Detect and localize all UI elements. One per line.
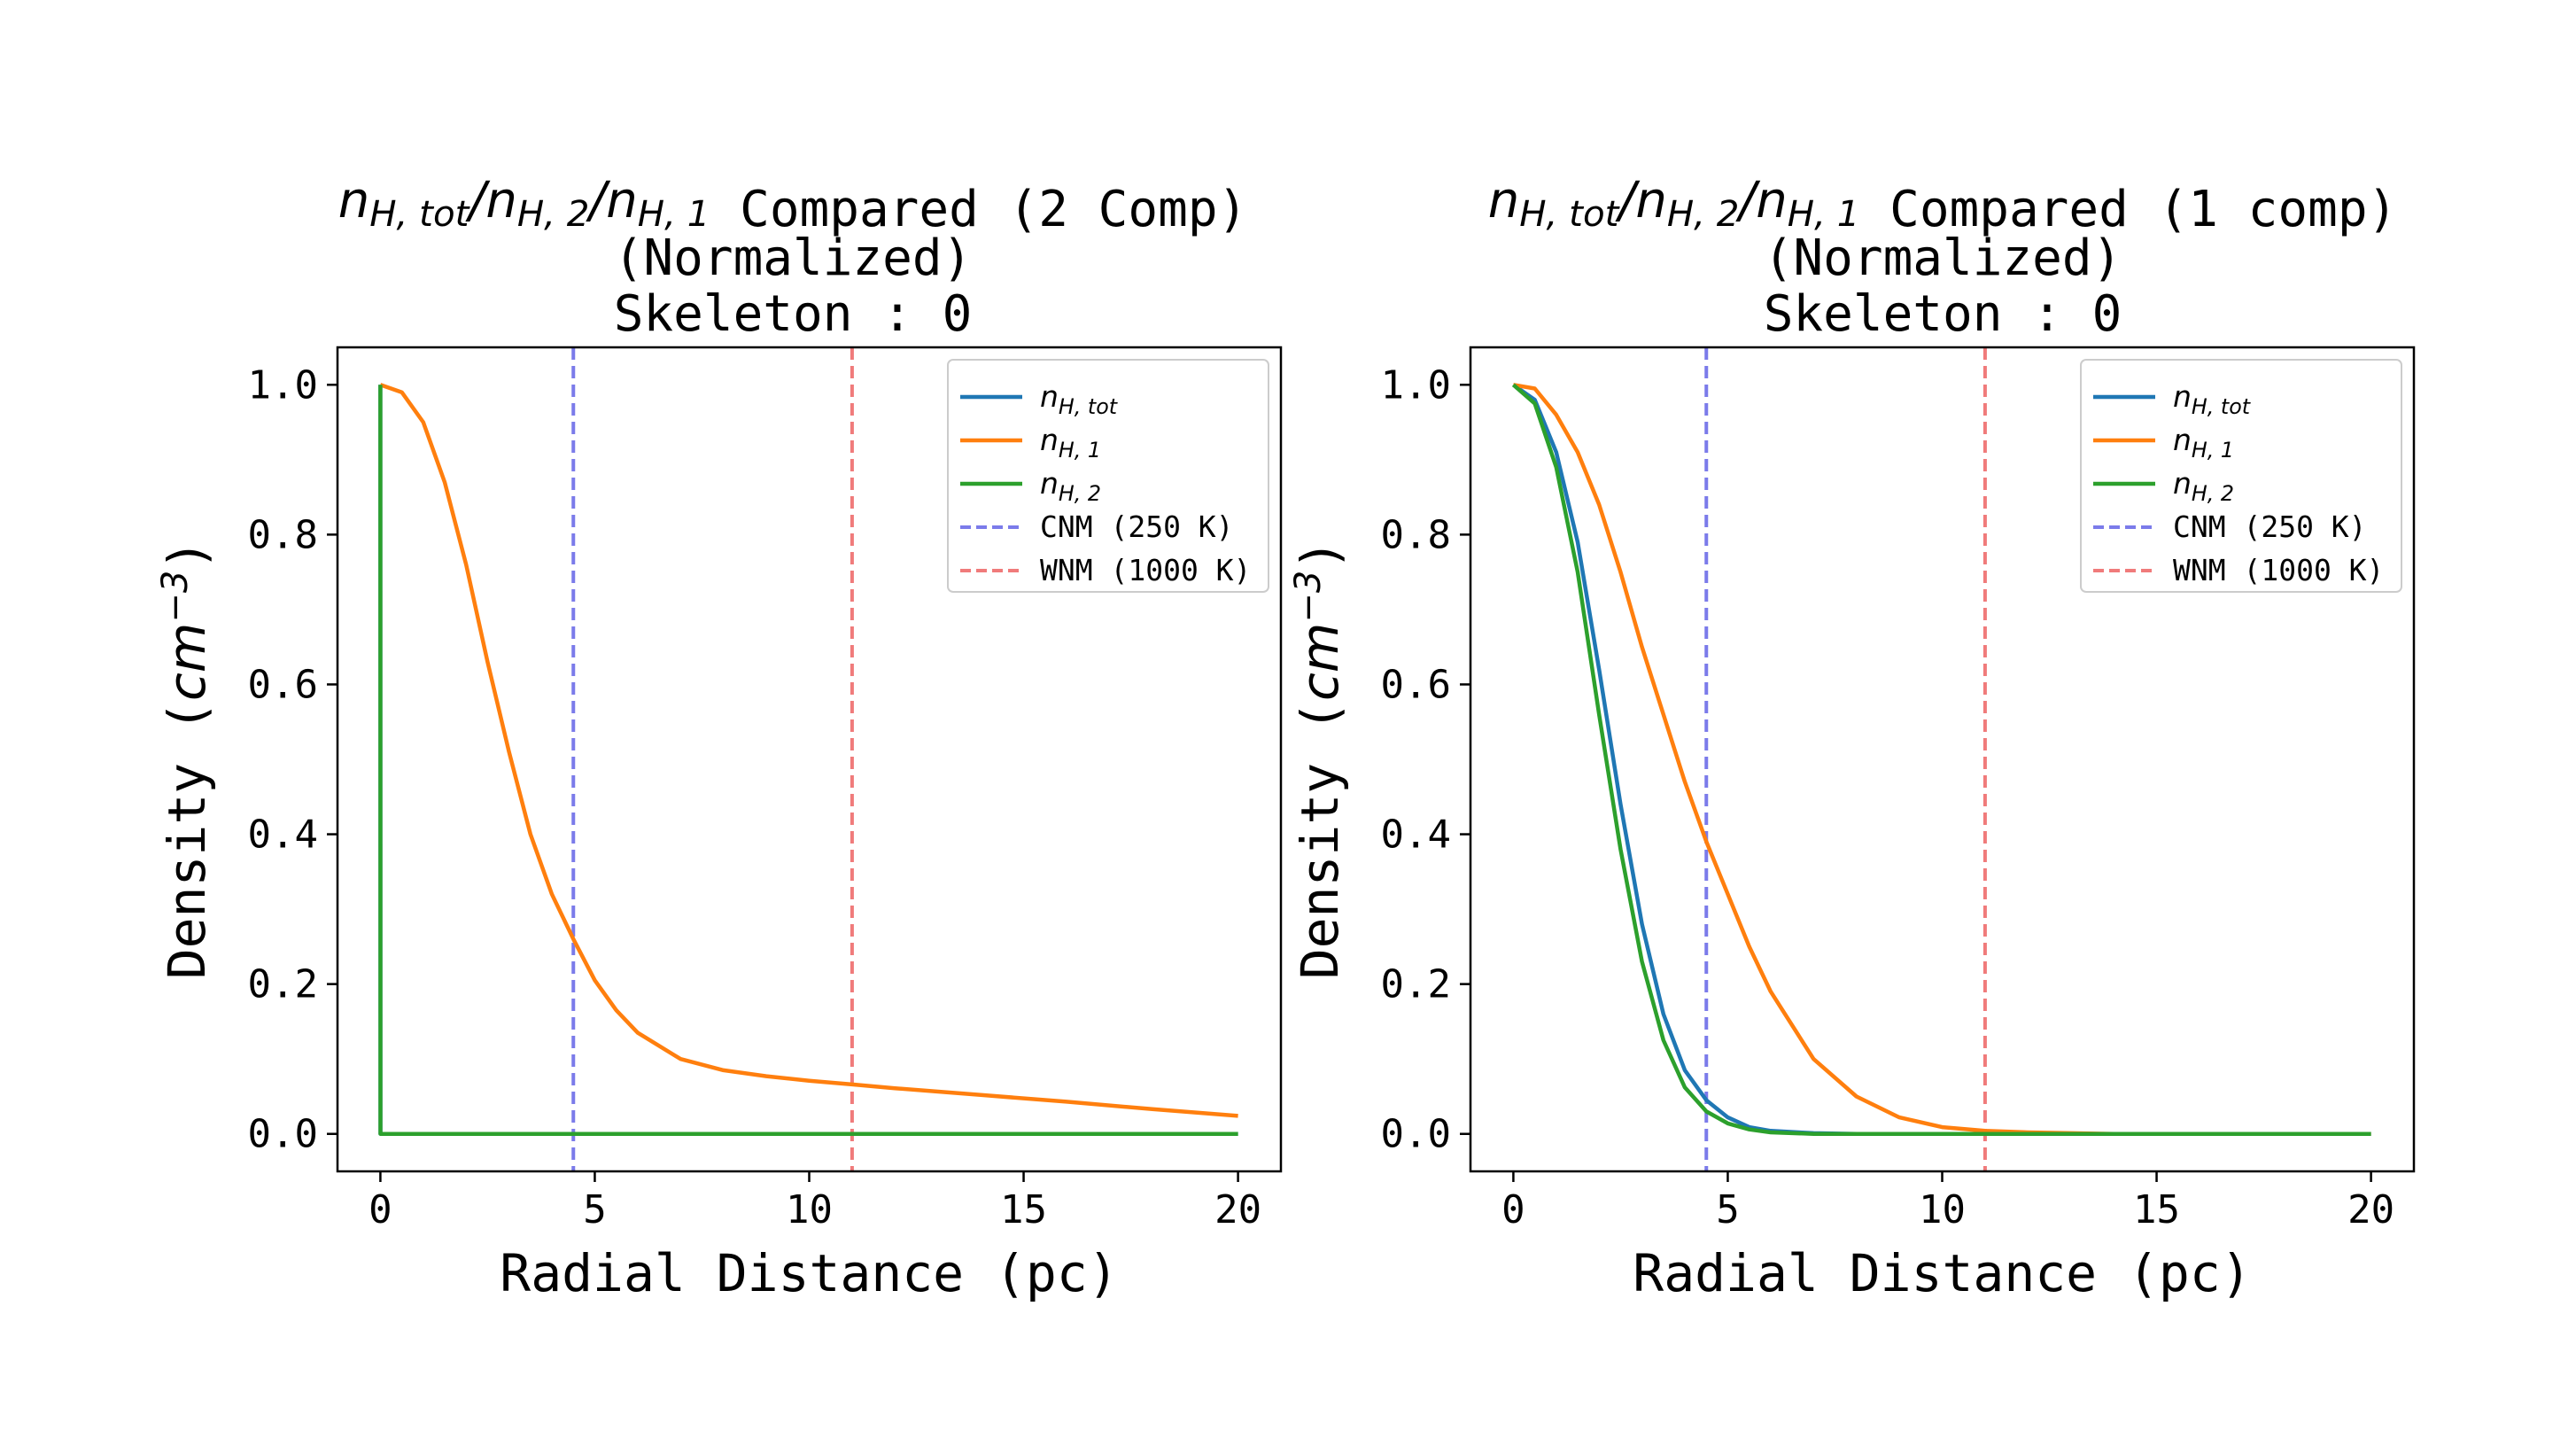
y-tick-label: 0.8 — [1381, 512, 1451, 557]
title-math-sub: H, 2 — [1667, 193, 1740, 235]
series-line-H-2 — [1511, 383, 2371, 1136]
y-tick-label: 0.0 — [1381, 1112, 1451, 1157]
title-math-n: n — [1756, 172, 1788, 229]
chart-title-line3: Skeleton : 0 — [1764, 285, 2122, 343]
y-label-close: ) — [1290, 540, 1350, 571]
y-tick-label: 0.4 — [248, 813, 318, 858]
chart-panel-2: nH, tot/nH, 2/nH, 1 Compared (1 comp)(No… — [1288, 172, 2416, 1303]
x-axis-label: Radial Distance (pc) — [1633, 1243, 2251, 1303]
title-math-sub: H, 1 — [638, 193, 710, 235]
legend-label: WNM (1000 K) — [1040, 553, 1251, 587]
y-label-exponent: −3 — [155, 571, 196, 623]
x-tick-label: 10 — [786, 1187, 833, 1232]
y-label-exponent: −3 — [1288, 571, 1329, 623]
x-tick-label: 20 — [2347, 1187, 2394, 1232]
x-axis-label: Radial Distance (pc) — [500, 1243, 1118, 1303]
x-tick-label: 20 — [1214, 1187, 1261, 1232]
x-tick-label: 5 — [583, 1187, 607, 1232]
legend-label: nH, tot — [1040, 379, 1119, 419]
chart-panel-1: nH, tot/nH, 2/nH, 1 Compared (2 Comp)(No… — [155, 172, 1283, 1303]
y-label-text: Density ( — [1290, 701, 1350, 979]
x-tick-label: 15 — [2133, 1187, 2180, 1232]
x-tick-label: 0 — [1501, 1187, 1525, 1232]
y-tick-label: 0.4 — [1381, 813, 1451, 858]
series-line-H-1 — [379, 383, 1238, 1118]
y-tick-label: 0.2 — [248, 962, 318, 1007]
y-label-text: Density ( — [157, 701, 217, 979]
title-math-n: n — [606, 172, 638, 229]
x-tick-label: 15 — [1000, 1187, 1047, 1232]
legend-label: nH, 2 — [1040, 466, 1101, 506]
legend-label: WNM (1000 K) — [2173, 553, 2384, 587]
title-math-sub: H, 1 — [1788, 193, 1860, 235]
legend-box — [947, 359, 1269, 593]
legend-label: CNM (250 K) — [2173, 509, 2367, 544]
title-math-n: n — [338, 172, 370, 229]
y-label-close: ) — [157, 540, 217, 571]
y-axis-label: Density (cm−3) — [1288, 540, 1350, 980]
y-tick-label: 0.6 — [248, 662, 318, 707]
legend-label: nH, 1 — [2173, 423, 2234, 463]
y-axis-label: Density (cm−3) — [155, 540, 217, 980]
y-tick-label: 0.8 — [248, 512, 318, 557]
y-tick-label: 0.0 — [248, 1112, 318, 1157]
title-text: Compared (2 Comp) — [710, 181, 1247, 238]
y-label-unit: cm — [157, 623, 217, 701]
title-math-sub: H, tot — [369, 193, 470, 235]
legend-label: CNM (250 K) — [1040, 509, 1234, 544]
plot-area — [378, 347, 1238, 1171]
chart-title-line3: Skeleton : 0 — [614, 285, 973, 343]
series-line-H-1 — [1513, 383, 2371, 1136]
title-text: Compared (1 comp) — [1859, 181, 2397, 238]
chart-title-line1: nH, tot/nH, 2/nH, 1 Compared (2 Comp) — [338, 172, 1248, 238]
y-label-unit: cm — [1290, 623, 1350, 701]
legend-label: nH, tot — [2173, 379, 2252, 419]
x-tick-label: 10 — [1919, 1187, 1966, 1232]
plot-area — [1511, 347, 2371, 1171]
legend-label: nH, 1 — [1040, 423, 1101, 463]
y-tick-label: 0.6 — [1381, 662, 1451, 707]
series-line-H-2 — [378, 385, 1238, 1136]
x-tick-label: 0 — [369, 1187, 392, 1232]
title-math-n: n — [1635, 172, 1667, 229]
legend-box — [2080, 359, 2402, 593]
y-tick-label: 1.0 — [248, 362, 318, 408]
title-math-sub: H, 2 — [517, 193, 590, 235]
chart-title-line2: (Normalized) — [1764, 229, 2122, 287]
title-math-n: n — [1488, 172, 1520, 229]
chart-title-line2: (Normalized) — [614, 229, 973, 287]
y-tick-label: 0.2 — [1381, 962, 1451, 1007]
chart-title-line1: nH, tot/nH, 2/nH, 1 Compared (1 comp) — [1488, 172, 2398, 238]
title-math-n: n — [485, 172, 517, 229]
y-tick-label: 1.0 — [1381, 362, 1451, 408]
legend-label: nH, 2 — [2173, 466, 2234, 506]
title-math-sub: H, tot — [1519, 193, 1620, 235]
x-tick-label: 5 — [1716, 1187, 1740, 1232]
